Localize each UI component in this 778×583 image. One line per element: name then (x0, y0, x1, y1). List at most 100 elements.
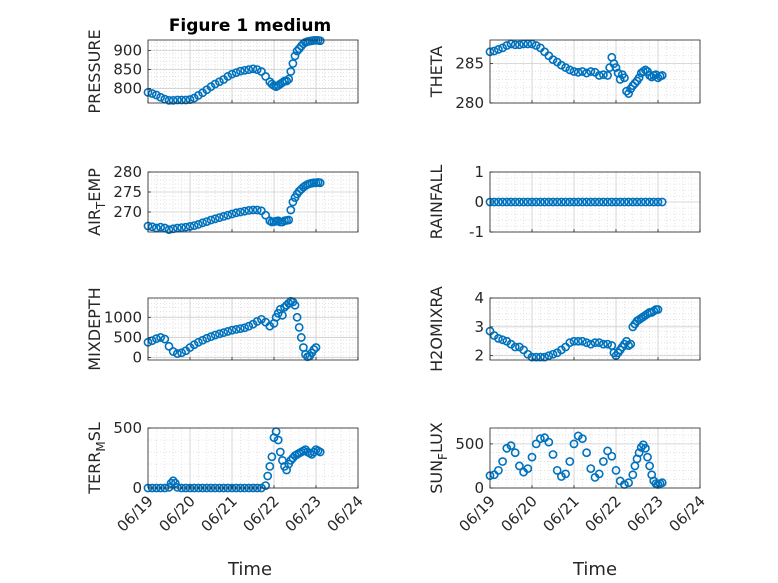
data-point (527, 352, 537, 362)
data-point (536, 197, 545, 207)
data-point (244, 65, 254, 75)
data-point (261, 481, 270, 490)
data-point (223, 210, 233, 220)
y-tick-label: 500 (455, 435, 484, 453)
data-point (641, 197, 650, 207)
data-point (315, 447, 325, 457)
data-point (565, 338, 575, 348)
data-point (248, 64, 258, 74)
data-point (206, 332, 216, 342)
data-point (552, 465, 562, 475)
data-point (168, 347, 178, 356)
y-axis-label: SUNFLUX (427, 422, 450, 494)
data-point (311, 343, 321, 352)
data-point (240, 323, 249, 333)
data-point (515, 461, 524, 471)
data-point (252, 316, 262, 326)
data-point (544, 437, 554, 447)
y-tick-label: 1000 (104, 308, 142, 326)
data-point (615, 197, 625, 207)
y-axis-label: TERRMSL (85, 422, 108, 495)
data-point (151, 223, 161, 233)
y-tick-label: 275 (113, 183, 142, 201)
data-point (315, 178, 325, 188)
data-point (235, 66, 245, 76)
data-point (569, 439, 579, 449)
data-point (634, 448, 644, 458)
data-point (590, 197, 600, 207)
y-tick-label: 285 (455, 55, 484, 73)
data-point (498, 457, 507, 466)
data-point (540, 197, 549, 207)
data-point (615, 74, 625, 84)
data-point (315, 36, 325, 46)
x-tick-label: 06/20 (498, 492, 541, 535)
data-point (265, 461, 275, 471)
y-tick-label: 0 (474, 193, 484, 211)
data-point (523, 464, 533, 473)
data-point (231, 68, 241, 78)
data-point (227, 69, 237, 79)
y-axis-label: H2OMIXRA (427, 286, 446, 372)
data-point (565, 457, 575, 466)
data-point (172, 349, 182, 358)
data-point (510, 197, 520, 207)
data-point (292, 46, 302, 56)
y-tick-label: -1 (469, 223, 484, 241)
x-tick-label: 06/24 (324, 492, 367, 535)
data-point (603, 446, 612, 456)
data-point (578, 336, 587, 346)
data-point (489, 46, 499, 56)
data-point (519, 197, 528, 207)
data-point (586, 197, 596, 207)
data-point (156, 92, 165, 102)
data-point (657, 71, 667, 80)
data-point (641, 65, 650, 75)
data-point (603, 197, 612, 207)
data-point (227, 325, 237, 335)
y-tick-label: 500 (113, 419, 142, 437)
data-point (641, 443, 650, 453)
data-point (498, 197, 507, 207)
data-point (611, 197, 621, 207)
data-point (557, 197, 566, 207)
data-point (638, 67, 648, 76)
data-point (645, 197, 654, 207)
data-point (578, 197, 587, 207)
data-point (565, 65, 575, 75)
y-tick-label: 1 (474, 163, 484, 181)
data-point (235, 324, 245, 333)
x-tick-label: 06/24 (666, 492, 709, 535)
data-point (586, 67, 596, 76)
data-point (294, 322, 304, 332)
subplot-air-temp: 270 275 280 AIRTEMP (85, 163, 359, 236)
data-point (649, 197, 659, 207)
data-point (653, 197, 663, 207)
data-point (544, 197, 554, 207)
y-axis-label: PRESSURE (85, 29, 104, 113)
data-point (603, 71, 612, 80)
data-point (147, 89, 157, 98)
data-point (502, 41, 512, 50)
data-point (552, 197, 562, 207)
y-tick-label: 0 (132, 479, 142, 497)
data-point (231, 208, 241, 218)
data-point (172, 482, 182, 492)
x-tick-label: 06/22 (582, 492, 625, 535)
data-point (206, 215, 216, 225)
x-tick-label: 06/19 (114, 492, 157, 535)
axes-box (489, 39, 701, 104)
data-point (235, 207, 245, 217)
data-point (620, 197, 629, 207)
data-point (181, 95, 191, 105)
y-tick-label: 0 (474, 479, 484, 497)
data-point (628, 197, 638, 207)
data-point (565, 197, 575, 207)
x-tick-label: 06/23 (282, 492, 325, 535)
y-axis-label: AIRTEMP (85, 168, 108, 236)
data-point (160, 334, 170, 344)
axes-box (147, 427, 359, 489)
data-point (227, 209, 237, 219)
